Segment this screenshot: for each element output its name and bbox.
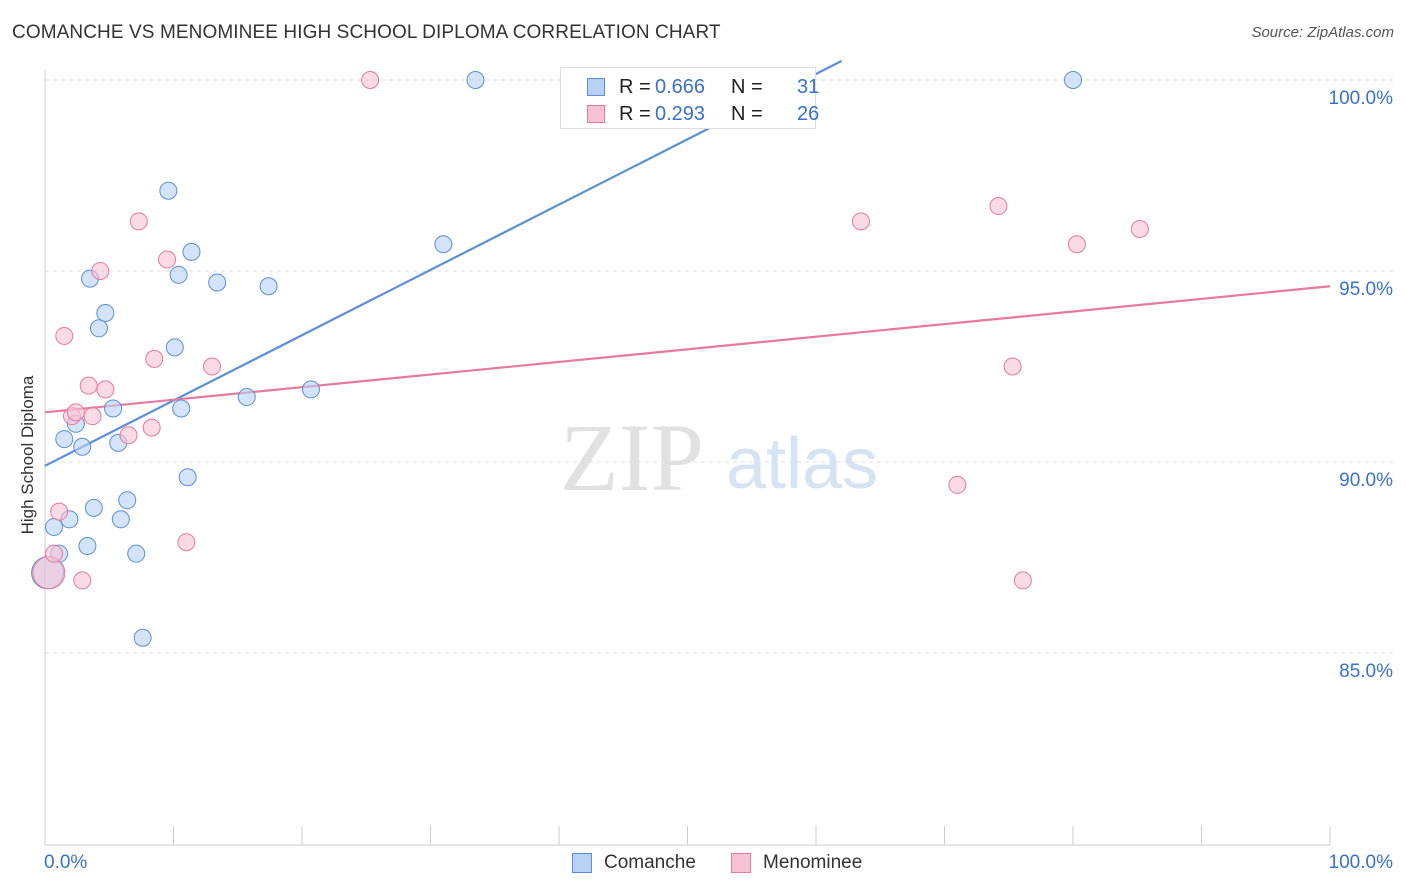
menominee-point xyxy=(361,71,380,89)
comanche-point xyxy=(466,71,485,89)
legend-label: Menominee xyxy=(763,852,863,873)
comanche-point xyxy=(178,468,197,487)
n-value: 31 xyxy=(797,76,820,98)
comanche-point xyxy=(165,338,184,357)
menominee-point xyxy=(989,197,1008,216)
comanche-point xyxy=(96,304,115,323)
menominee-point xyxy=(1130,219,1149,238)
grid-lines xyxy=(45,79,1395,654)
comanche-point xyxy=(111,510,130,529)
comanche-point xyxy=(55,430,74,449)
menominee-point xyxy=(129,212,148,231)
menominee-point xyxy=(1003,357,1022,376)
chart-title: COMANCHE VS MENOMINEE HIGH SCHOOL DIPLOM… xyxy=(12,22,721,43)
menominee-point xyxy=(203,357,222,376)
menominee-point xyxy=(44,544,63,563)
comanche-point xyxy=(259,277,278,296)
menominee-point xyxy=(91,262,110,280)
menominee-point xyxy=(66,403,85,422)
menominee-point xyxy=(177,533,196,552)
watermark: ZIP atlas xyxy=(560,404,878,511)
r-value: 0.666 xyxy=(655,76,706,98)
r-label: R = xyxy=(619,103,651,125)
menominee-point xyxy=(79,376,98,395)
menominee-point xyxy=(145,349,164,368)
y-tick-label: 90.0% xyxy=(1339,470,1393,491)
menominee-point xyxy=(1067,235,1086,254)
comanche-point xyxy=(44,517,63,536)
menominee-swatch xyxy=(731,853,751,873)
comanche-point xyxy=(159,181,178,200)
comanche-point xyxy=(208,273,227,292)
comanche-point xyxy=(73,437,92,456)
menominee-point xyxy=(73,571,92,590)
menominee-trend-line xyxy=(44,285,1331,414)
comanche-point xyxy=(89,319,108,338)
x-tick-label: 100.0% xyxy=(1329,852,1394,873)
menominee-swatch xyxy=(587,105,605,123)
x-tick-label: 0.0% xyxy=(44,852,87,873)
y-tick-label: 95.0% xyxy=(1339,279,1393,300)
n-value: 26 xyxy=(797,103,820,125)
comanche-point xyxy=(127,544,146,563)
comanche-point xyxy=(84,498,103,517)
stats-legend: R = 0.666 N = 31 R = 0.293 N = 26 xyxy=(560,67,820,129)
menominee-point xyxy=(119,426,138,445)
comanche-point xyxy=(133,628,152,647)
data-points xyxy=(31,71,1149,647)
comanche-point xyxy=(172,399,191,418)
r-label: R = xyxy=(619,76,651,98)
y-tick-label: 85.0% xyxy=(1339,661,1393,682)
menominee-point xyxy=(142,418,161,437)
watermark-atlas: atlas xyxy=(726,424,878,504)
comanche-point xyxy=(78,537,97,556)
axes xyxy=(44,70,1331,846)
n-label: N = xyxy=(731,103,763,125)
comanche-point xyxy=(301,380,320,399)
y-tick-label: 100.0% xyxy=(1329,88,1394,109)
menominee-point xyxy=(50,502,69,521)
comanche-swatch xyxy=(587,78,605,96)
comanche-point xyxy=(169,265,188,284)
menominee-point xyxy=(55,326,74,345)
menominee-point xyxy=(1013,571,1032,590)
comanche-swatch xyxy=(572,853,592,873)
comanche-point xyxy=(104,399,123,418)
legend-label: Comanche xyxy=(604,852,696,873)
n-label: N = xyxy=(731,76,763,98)
menominee-point xyxy=(851,212,870,231)
comanche-point xyxy=(237,388,256,407)
tick-labels: 85.0% 90.0% 95.0% 100.0% 0.0% 100.0% xyxy=(44,88,1393,873)
y-axis-label: High School Diploma xyxy=(18,375,37,535)
menominee-point xyxy=(83,407,102,426)
watermark-zip: ZIP xyxy=(560,404,704,511)
comanche-point xyxy=(1064,71,1082,89)
comanche-point xyxy=(118,491,137,510)
source-label: Source: ZipAtlas.com xyxy=(1251,24,1394,41)
comanche-point xyxy=(434,235,453,254)
menominee-point xyxy=(948,475,967,494)
r-value: 0.293 xyxy=(655,103,706,125)
menominee-point xyxy=(32,556,66,590)
menominee-point xyxy=(96,380,115,399)
comanche-point xyxy=(182,242,201,261)
menominee-point xyxy=(158,250,177,269)
